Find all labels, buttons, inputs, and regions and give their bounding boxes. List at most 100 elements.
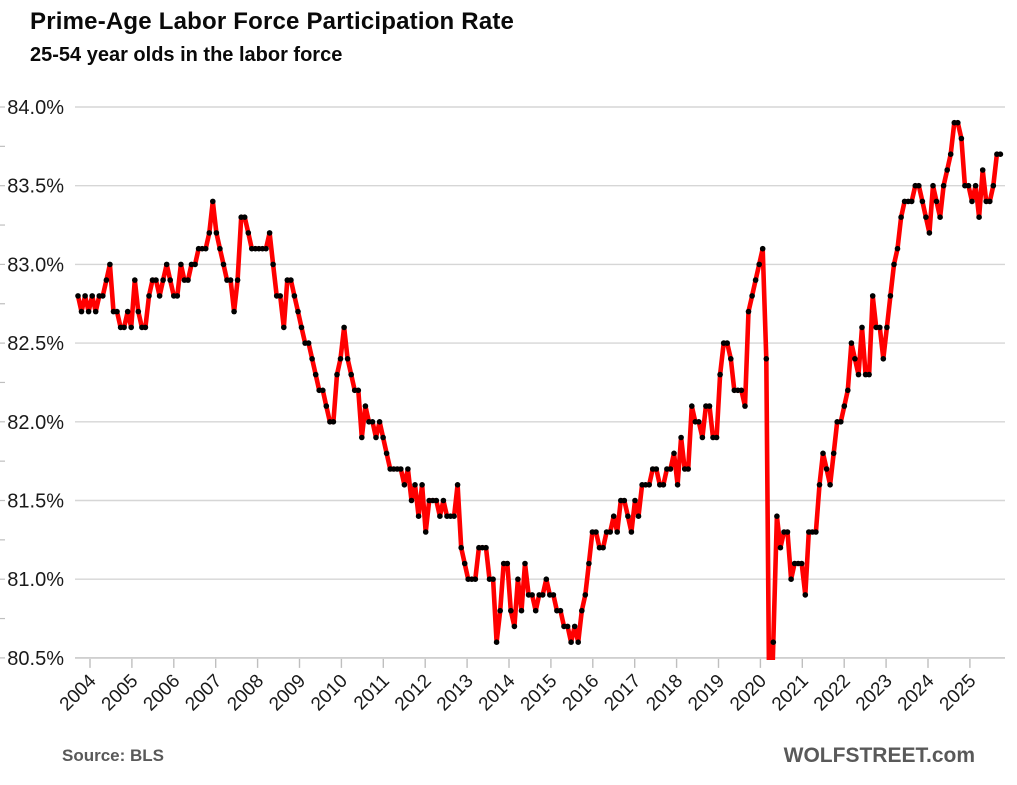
data-point xyxy=(653,466,660,472)
data-point xyxy=(866,371,872,378)
data-point xyxy=(852,356,858,362)
source-note: Source: BLS xyxy=(62,746,165,765)
data-point xyxy=(103,277,110,283)
data-point xyxy=(955,119,961,126)
data-point xyxy=(752,277,759,283)
data-point xyxy=(926,230,933,236)
data-point xyxy=(880,356,887,362)
data-point xyxy=(227,277,234,283)
data-point xyxy=(504,560,511,567)
data-point xyxy=(515,576,521,582)
data-point xyxy=(298,324,305,331)
data-point xyxy=(713,434,720,441)
data-point xyxy=(330,419,337,425)
x-axis-label: 2015 xyxy=(517,671,562,716)
data-point xyxy=(838,419,844,425)
data-point xyxy=(217,245,223,252)
data-point xyxy=(610,513,617,519)
data-point xyxy=(855,371,862,378)
data-point xyxy=(532,607,539,614)
data-point xyxy=(699,434,706,441)
data-point xyxy=(419,482,425,488)
data-point xyxy=(919,198,926,205)
data-point xyxy=(100,293,106,299)
data-point xyxy=(593,529,599,535)
x-axis-label: 2020 xyxy=(726,671,771,716)
data-point xyxy=(969,198,975,205)
data-point xyxy=(206,230,213,236)
data-point xyxy=(696,419,702,425)
data-point xyxy=(717,371,723,378)
data-point xyxy=(845,387,851,394)
data-point xyxy=(422,529,429,535)
data-point xyxy=(958,135,965,142)
data-point xyxy=(518,607,525,614)
data-point xyxy=(92,308,99,315)
data-point xyxy=(383,450,390,457)
data-point xyxy=(490,576,496,582)
data-point xyxy=(979,167,986,173)
data-point xyxy=(89,293,95,299)
data-point xyxy=(614,529,620,535)
data-point xyxy=(976,214,982,220)
data-point xyxy=(522,560,528,567)
data-point xyxy=(493,639,500,645)
data-point xyxy=(689,403,695,409)
data-point xyxy=(571,623,578,630)
data-point xyxy=(461,560,468,567)
data-point xyxy=(628,529,635,535)
data-point xyxy=(529,592,535,598)
data-series xyxy=(75,119,1004,660)
data-point xyxy=(415,513,422,519)
data-point xyxy=(348,371,355,378)
data-point xyxy=(401,482,408,488)
x-axis-label: 2019 xyxy=(684,671,729,716)
data-point xyxy=(156,293,163,299)
y-axis-label: 84.0% xyxy=(7,97,64,119)
data-point xyxy=(167,277,173,283)
data-point xyxy=(440,497,447,504)
data-point xyxy=(557,607,564,614)
data-point xyxy=(756,261,762,268)
data-point xyxy=(483,544,489,551)
data-point xyxy=(543,576,550,582)
data-point xyxy=(749,293,755,299)
data-point xyxy=(153,277,159,283)
data-point xyxy=(798,560,805,567)
data-point xyxy=(784,529,791,535)
data-point xyxy=(820,450,826,457)
chart-title: Prime-Age Labor Force Participation Rate xyxy=(30,8,515,35)
data-point xyxy=(451,513,457,519)
data-point xyxy=(742,403,748,409)
data-point xyxy=(745,308,752,315)
data-point xyxy=(114,308,120,315)
data-point xyxy=(884,324,890,331)
data-point xyxy=(121,324,127,331)
data-point xyxy=(827,482,833,488)
data-point xyxy=(674,482,681,488)
y-axis-label: 81.0% xyxy=(7,569,64,591)
data-point xyxy=(930,182,936,189)
x-axis-label: 2025 xyxy=(936,671,981,716)
data-point xyxy=(245,230,252,236)
data-point xyxy=(539,592,546,598)
data-point xyxy=(373,434,379,441)
data-point xyxy=(582,592,589,598)
data-point xyxy=(132,277,138,283)
data-point xyxy=(738,387,745,394)
data-point xyxy=(362,403,369,409)
data-point xyxy=(788,576,794,582)
x-axis-label: 2024 xyxy=(894,670,939,715)
x-axis-label: 2016 xyxy=(559,671,604,716)
data-point xyxy=(997,151,1004,157)
y-axis-label: 80.5% xyxy=(7,648,64,670)
data-point xyxy=(667,466,674,472)
data-point xyxy=(263,245,269,252)
x-axis-label: 2014 xyxy=(475,670,520,715)
y-axis-minor-ticks xyxy=(0,106,5,659)
data-point xyxy=(337,356,344,362)
data-point xyxy=(405,466,411,472)
data-point xyxy=(359,434,365,441)
data-point xyxy=(568,639,574,645)
data-point xyxy=(309,356,315,362)
